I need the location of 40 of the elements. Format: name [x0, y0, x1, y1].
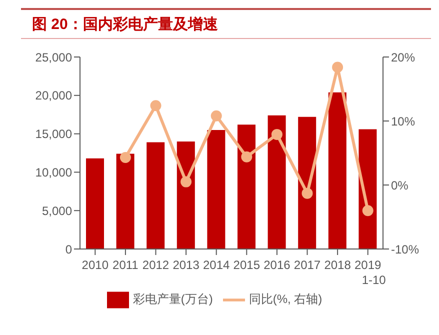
x-tick-label: 2018 — [324, 258, 352, 272]
point — [150, 100, 162, 112]
x-tick-label: 2014 — [203, 258, 230, 272]
y2-tick-label: 20% — [391, 50, 416, 64]
bar — [86, 158, 104, 249]
y-tick-label: 10,000 — [35, 165, 72, 180]
x-tick-label: 2010 — [82, 258, 109, 272]
point — [332, 62, 344, 73]
x-tick-label: 2017 — [294, 258, 321, 272]
x-tick-label: 2019 1-10 — [354, 258, 386, 287]
chart-title: 图 20：国内彩电产量及增速 — [31, 15, 219, 35]
point — [180, 176, 192, 188]
point — [271, 128, 282, 140]
bar — [358, 129, 377, 249]
y2-tick-label: -10% — [391, 242, 420, 256]
y-tick-label: 15,000 — [35, 127, 72, 142]
x-tick-label: 2015 — [233, 258, 260, 272]
x-tick-label: 2013 — [172, 258, 200, 272]
y-tick-label: 25,000 — [35, 50, 72, 64]
x-tick-label: 2016 — [264, 258, 291, 272]
bar — [146, 142, 165, 249]
point — [362, 205, 374, 216]
bar — [328, 92, 346, 249]
y-tick-label: 0 — [65, 242, 72, 256]
y-tick-label: 5,000 — [42, 204, 72, 218]
bar — [116, 154, 134, 249]
y2-tick-label: 0% — [391, 178, 409, 192]
point — [302, 188, 313, 199]
legend-label: 彩电产量(万台) — [132, 292, 213, 306]
point — [120, 152, 131, 163]
y2-tick-label: 10% — [391, 114, 416, 128]
y-tick-label: 20,000 — [35, 88, 72, 103]
x-tick-label: 2012 — [142, 258, 170, 272]
bar — [238, 124, 256, 249]
legend-label: 同比(%, 右轴) — [248, 292, 322, 306]
point — [210, 110, 222, 122]
x-tick-label: 2011 — [112, 258, 139, 272]
bar — [207, 130, 226, 249]
point — [241, 151, 252, 162]
bar — [268, 115, 286, 249]
